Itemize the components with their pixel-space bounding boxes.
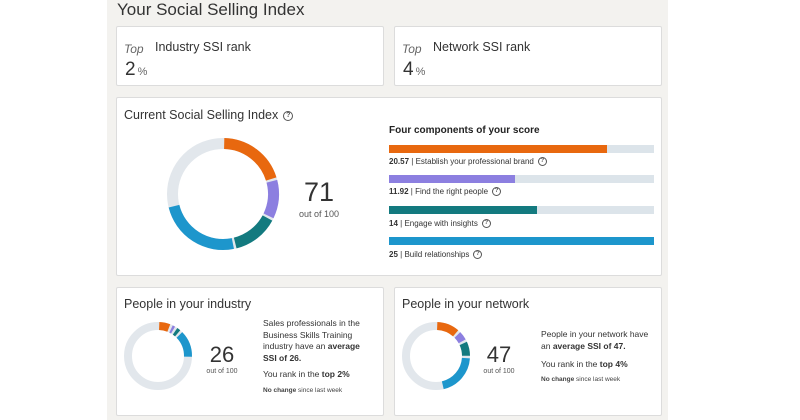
ssi-out-of: out of 100 [298,209,340,219]
industry-rank-value: 2% [125,59,147,81]
donut-segment-relationships [168,204,234,250]
component-bar-insights [389,206,654,214]
donut-segment-relationships [441,357,470,390]
network-rank-label: Network SSI rank [433,40,531,54]
donut-segment-brand [436,322,459,337]
component-name: Establish your professional brand [415,157,534,166]
component-value: 11.92 [389,187,409,196]
donut-segment-people [263,179,279,219]
network-rank-top-label: Top [402,42,422,56]
component-bar-brand [389,145,654,153]
industry-donut-chart [124,322,192,390]
network-peers-avg: average SSI of 47. [552,340,626,351]
industry-peers-avg: average SSI of 26. [263,341,360,363]
component-bar-fill [389,175,516,183]
help-icon[interactable]: ? [537,157,547,167]
network-peers-rank: You rank in the top 4% [541,359,655,371]
donut-segment-insights [172,328,181,337]
industry-rank-card [116,26,384,86]
donut-segment-brand [158,322,171,332]
component-bar-relationships [389,237,654,245]
network-peers-out-of: out of 100 [483,368,515,375]
industry-peers-score: 26 [209,342,235,367]
components-heading: Four components of your score [389,125,540,136]
industry-peers-out-of: out of 100 [206,368,238,375]
industry-change-status: No change [263,387,297,394]
component-label-insights: 14 | Engage with insights? [389,219,491,229]
donut-track [124,322,192,390]
network-rank-text: You rank in the [541,359,600,369]
component-name: Build relationships [404,250,470,259]
component-label-relationships: 25 | Build relationships? [389,250,483,260]
component-value: 14 [389,219,398,228]
industry-rank-top-label: Top [124,42,144,56]
ssi-score: 71 [303,177,335,207]
component-label-brand: 20.57 | Establish your professional bran… [389,157,547,167]
donut-segment-insights [459,341,470,356]
help-icon[interactable]: ? [473,250,483,260]
donut-segment-people [169,325,176,334]
component-name: Engage with insights [404,219,478,228]
network-change-status: No change [541,376,575,383]
current-ssi-title-text: Current Social Selling Index [124,108,279,122]
network-peers-change: No change since last week [541,376,620,383]
donut-segment-relationships [176,332,192,357]
industry-rank-label: Industry SSI rank [155,40,251,54]
component-bar-fill [389,145,608,153]
industry-peers-change: No change since last week [263,387,342,394]
current-ssi-title: Current Social Selling Index? [124,108,294,122]
industry-peers-description: Sales professionals in the Business Skil… [263,318,375,364]
industry-peers-card [116,287,384,416]
donut-track [402,322,470,390]
component-bar-fill [389,206,538,214]
industry-peers-desc-text: Sales professionals in the Business Skil… [263,318,360,351]
help-icon[interactable]: ? [283,110,294,121]
component-value: 25 [389,250,398,259]
page-title: Your Social Selling Index [117,0,305,19]
component-name: Find the right people [415,187,489,196]
donut-segment-insights [233,215,273,249]
help-icon[interactable]: ? [492,187,502,197]
donut-segment-brand [223,138,277,181]
donut-segment-people [454,332,466,344]
network-rank-value: 4% [403,59,425,81]
industry-peers-title: People in your industry [124,297,252,311]
network-peers-score: 47 [486,342,512,367]
component-label-people: 11.92 | Find the right people? [389,187,502,197]
help-icon[interactable]: ? [481,219,491,229]
ssi-donut-chart [167,138,279,250]
industry-rank-unit: % [137,66,148,78]
industry-rank-text: You rank in the [263,369,322,379]
network-rank-number: 4 [403,59,414,80]
network-change-text: since last week [574,376,621,383]
component-value: 20.57 [389,157,410,166]
network-rank-unit: % [415,66,426,78]
network-peers-description: People in your network have an average S… [541,329,655,352]
network-rank-card [394,26,662,86]
network-peers-desc-text: People in your network have an [541,329,649,351]
network-rank-top: top 4% [599,359,628,369]
network-donut-chart [402,322,470,390]
network-peers-card [394,287,662,416]
industry-rank-number: 2 [125,59,136,80]
industry-peers-rank: You rank in the top 2% [263,369,375,381]
network-peers-title: People in your network [402,297,530,311]
component-bar-fill [389,237,654,245]
component-bar-people [389,175,654,183]
industry-change-text: since last week [296,387,343,394]
industry-rank-top: top 2% [321,369,350,379]
